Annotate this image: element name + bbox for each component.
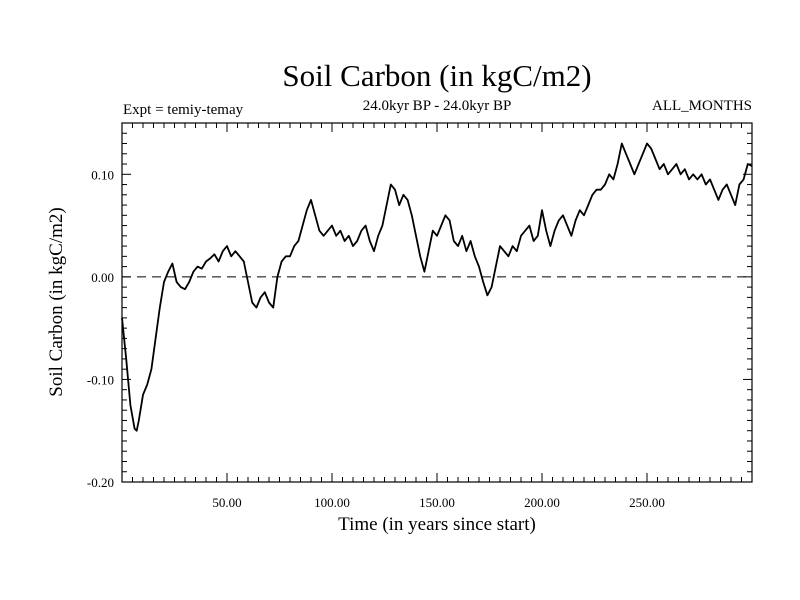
y-tick-label: -0.20	[87, 475, 114, 490]
x-tick-label: 100.00	[314, 495, 350, 510]
y-tick-label: 0.10	[91, 167, 114, 182]
period-label: 24.0kyr BP - 24.0kyr BP	[363, 98, 512, 114]
chart-title: Soil Carbon (in kgC/m2)	[282, 58, 591, 93]
x-tick-label: 200.00	[524, 495, 560, 510]
plot-area: 50.00 100.00 150.00 200.00 250.00 -0.20 -0.10…	[87, 122, 753, 510]
y-tick-labels: -0.20 -0.10 0.00 0.10	[87, 167, 114, 490]
y-tick-label: -0.10	[87, 372, 114, 387]
x-tick-label: 50.00	[212, 495, 241, 510]
x-tick-label: 150.00	[419, 495, 455, 510]
plot-frame	[121, 122, 753, 483]
y-tick-label: 0.00	[91, 270, 114, 285]
axis-ticks	[122, 123, 752, 482]
soil-carbon-series-line	[121, 142, 753, 432]
experiment-label: Expt = temiy-temay	[123, 102, 244, 118]
y-axis-label: Soil Carbon (in kgC/m2)	[46, 207, 67, 396]
x-tick-labels: 50.00 100.00 150.00 200.00 250.00	[212, 495, 665, 510]
x-axis-label: Time (in years since start)	[338, 514, 536, 535]
x-tick-label: 250.00	[629, 495, 665, 510]
months-label: ALL_MONTHS	[652, 98, 752, 114]
